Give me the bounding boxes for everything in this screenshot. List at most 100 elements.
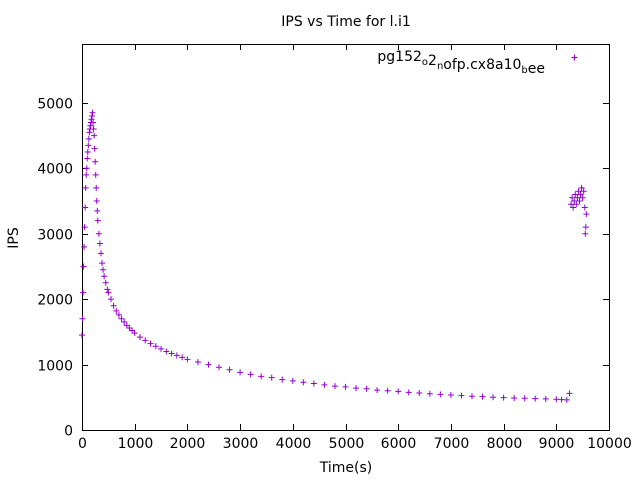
- data-point: [101, 273, 108, 280]
- x-tick-label: 8000: [487, 436, 523, 452]
- x-tick-label: 9000: [539, 436, 575, 452]
- data-point: [126, 324, 133, 331]
- data-point: [194, 358, 201, 365]
- data-point: [80, 289, 87, 296]
- data-point: [279, 376, 286, 383]
- x-tick-label: 7000: [434, 436, 470, 452]
- data-point: [570, 204, 577, 211]
- data-point: [184, 356, 191, 363]
- data-point: [216, 364, 223, 371]
- data-point: [363, 385, 370, 392]
- x-tick-label: 3000: [223, 436, 259, 452]
- data-point: [553, 396, 560, 403]
- plot-frame: [82, 44, 610, 431]
- data-point: [92, 158, 99, 165]
- chart-title: IPS vs Time for l.i1: [281, 14, 411, 30]
- y-axis-title: IPS: [6, 227, 22, 249]
- data-point: [500, 394, 507, 401]
- data-point: [511, 394, 518, 401]
- data-point: [247, 371, 254, 378]
- data-points: [79, 109, 590, 403]
- data-point: [563, 396, 570, 403]
- y-tick-label: 2000: [37, 293, 73, 309]
- data-point: [84, 148, 91, 155]
- data-point: [123, 322, 130, 329]
- data-point: [395, 388, 402, 395]
- data-point: [558, 396, 565, 403]
- data-point: [574, 194, 581, 201]
- data-point: [118, 315, 125, 322]
- data-point: [83, 171, 90, 178]
- data-point: [129, 327, 136, 334]
- data-point: [121, 319, 128, 326]
- data-point: [115, 311, 122, 318]
- data-point: [258, 373, 265, 380]
- data-point: [158, 345, 165, 352]
- x-tick-label: 6000: [381, 436, 417, 452]
- data-point: [107, 296, 114, 303]
- y-tick-label: 3000: [37, 228, 73, 244]
- data-point: [104, 286, 111, 293]
- data-point: [468, 393, 475, 400]
- x-tick-label: 5000: [329, 436, 365, 452]
- x-tick-label: 2000: [170, 436, 206, 452]
- data-point: [331, 383, 338, 390]
- x-tick-label: 1000: [118, 436, 154, 452]
- data-point: [84, 155, 91, 162]
- x-tick-label: 4000: [276, 436, 312, 452]
- data-point: [79, 315, 86, 322]
- data-point: [583, 211, 590, 218]
- data-point: [569, 194, 576, 201]
- data-point: [91, 132, 98, 139]
- data-point: [405, 389, 412, 396]
- data-point: [578, 184, 585, 191]
- data-point: [310, 380, 317, 387]
- data-point: [572, 191, 579, 198]
- data-point: [268, 374, 275, 381]
- data-point: [426, 390, 433, 397]
- data-point: [91, 145, 98, 152]
- data-point: [97, 250, 104, 257]
- data-point: [81, 224, 88, 231]
- data-point: [573, 201, 580, 208]
- data-point: [88, 116, 95, 123]
- data-point: [458, 392, 465, 399]
- data-point: [582, 224, 589, 231]
- data-point: [102, 279, 109, 286]
- data-point: [82, 204, 89, 211]
- data-point: [85, 142, 92, 149]
- data-point: [577, 191, 584, 198]
- data-point: [163, 348, 170, 355]
- data-point: [96, 240, 103, 247]
- data-point: [571, 198, 578, 205]
- data-point: [92, 171, 99, 178]
- x-tick-label: 10000: [587, 436, 632, 452]
- data-point: [81, 243, 88, 250]
- data-point: [105, 289, 112, 296]
- data-point: [93, 198, 100, 205]
- y-tick-label: 5000: [37, 97, 73, 113]
- data-point: [384, 387, 391, 394]
- data-point: [179, 354, 186, 361]
- data-point: [205, 361, 212, 368]
- data-point: [353, 385, 360, 392]
- data-point: [321, 381, 328, 388]
- data-point: [437, 391, 444, 398]
- legend-marker: [571, 54, 578, 61]
- data-point: [479, 393, 486, 400]
- x-axis-title: Time(s): [319, 460, 372, 476]
- data-point: [579, 194, 586, 201]
- data-point: [80, 263, 87, 270]
- legend-plus-icon: [571, 54, 578, 61]
- data-point: [89, 109, 96, 116]
- data-point: [374, 387, 381, 394]
- data-point: [147, 340, 154, 347]
- legend-label: pg152o2nofp.cx8a10bee: [377, 49, 545, 77]
- data-point: [168, 350, 175, 357]
- data-point: [568, 201, 575, 208]
- data-point: [566, 390, 573, 397]
- data-point: [95, 230, 102, 237]
- data-point: [142, 337, 149, 344]
- data-point: [521, 395, 528, 402]
